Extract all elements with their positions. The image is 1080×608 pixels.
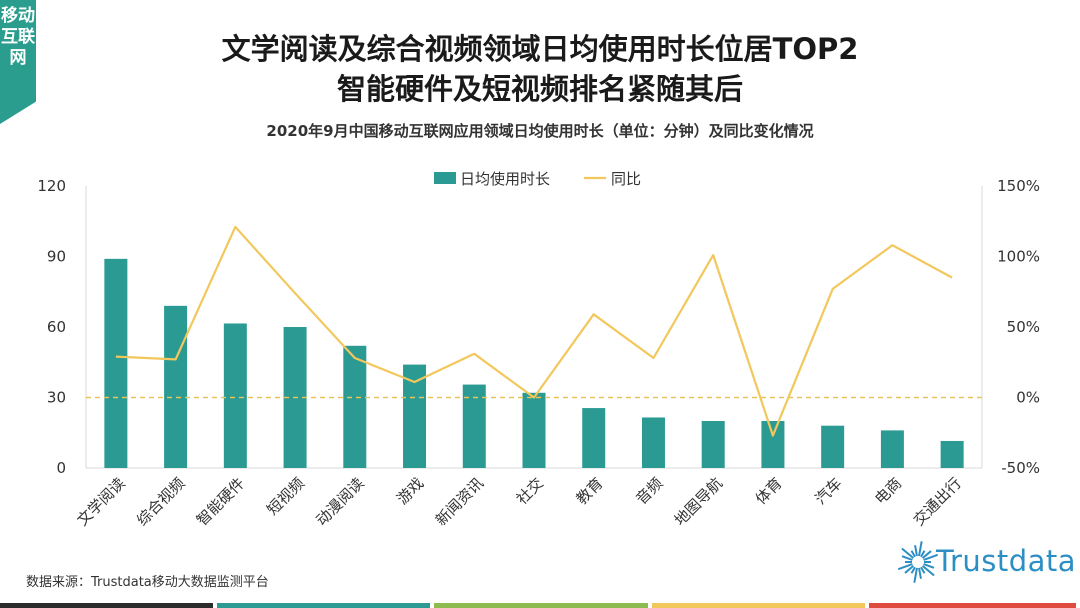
left-tick-label: 90: [47, 248, 66, 266]
sunburst-ray: [901, 555, 913, 561]
category-label: 交通出行: [910, 474, 965, 529]
category-label: 动漫阅读: [312, 474, 367, 529]
category-label: 地图导航: [671, 474, 726, 529]
category-label: 体育: [752, 474, 786, 508]
category-label: 短视频: [263, 474, 308, 519]
category-label: 社交: [513, 474, 547, 508]
bar: [522, 392, 546, 468]
category-label: 游戏: [393, 474, 427, 508]
bar: [701, 421, 725, 468]
right-tick-label: 100%: [997, 248, 1040, 266]
sunburst-ray: [910, 566, 916, 574]
sunburst-ray: [921, 565, 935, 577]
category-label: 音频: [632, 474, 666, 508]
category-label: 汽车: [812, 474, 846, 508]
right-tick-label: 0%: [1016, 389, 1040, 407]
data-source-note: 数据来源：Trustdata移动大数据监测平台: [26, 575, 269, 590]
sunburst-ray: [918, 541, 923, 557]
left-tick-label: 0: [56, 459, 66, 477]
sunburst-ray: [897, 563, 913, 571]
category-label: 综合视频: [133, 474, 188, 529]
bar: [164, 305, 188, 468]
yoy-line-series: [115, 225, 953, 437]
legend-line-label: 同比: [611, 170, 641, 188]
chart-subtitle: 2020年9月中国移动互联网应用领域日均使用时长（单位：分钟）及同比变化情况: [266, 122, 814, 140]
logo-text: Trustdata: [936, 544, 1077, 578]
trustdata-logo: Trustdata: [896, 540, 1076, 584]
bar: [940, 440, 964, 468]
page-title: 文学阅读及综合视频领域日均使用时长位居TOP2: [221, 32, 859, 66]
category-label: 新闻资讯: [432, 474, 487, 529]
bottom-bar-segment: [217, 603, 431, 608]
right-tick-label: 150%: [997, 177, 1040, 195]
category-label: 智能硬件: [193, 474, 248, 529]
bottom-bar-segment: [434, 603, 648, 608]
bar: [104, 258, 128, 468]
sunburst-ray: [923, 553, 939, 561]
sunburst-icon: [897, 541, 939, 583]
bar: [403, 364, 427, 468]
sunburst-ray: [904, 565, 915, 574]
bar: [223, 323, 247, 468]
sunburst-ray: [914, 545, 918, 557]
right-tick-label: -50%: [1001, 459, 1040, 477]
section-tab-label: 移动互联网: [1, 6, 35, 68]
legend-bar-swatch: [434, 172, 456, 184]
sunburst-ray: [921, 550, 932, 559]
sunburst-ray: [920, 550, 926, 558]
bar: [641, 417, 665, 468]
sunburst-ray: [913, 567, 918, 583]
sunburst-ray: [920, 566, 926, 574]
category-label: 文学阅读: [74, 474, 129, 529]
section-tab: 移动互联网: [0, 0, 36, 124]
bar: [462, 384, 486, 468]
sunburst-ray: [901, 547, 915, 559]
bar: [880, 430, 904, 468]
sunburst-ray: [910, 550, 916, 558]
category-label: 教育: [573, 474, 607, 508]
bottom-color-bar: [0, 603, 1080, 608]
bottom-bar-segment: [651, 603, 865, 608]
legend-bar-label: 日均使用时长: [460, 170, 550, 188]
bar: [343, 345, 367, 468]
category-label: 电商: [871, 474, 905, 508]
bar: [821, 425, 845, 468]
page-title-line2: 智能硬件及短视频排名紧随其后: [336, 72, 743, 106]
left-tick-label: 120: [37, 177, 66, 195]
bottom-bar-segment: [868, 603, 1077, 608]
left-tick-label: 60: [47, 318, 66, 336]
bar: [582, 408, 606, 468]
sunburst-ray: [923, 563, 935, 569]
right-tick-label: 50%: [1007, 318, 1040, 336]
bottom-bar-segment: [0, 603, 214, 608]
bar: [761, 421, 785, 468]
left-tick-label: 30: [47, 389, 66, 407]
sunburst-ray: [918, 567, 922, 579]
